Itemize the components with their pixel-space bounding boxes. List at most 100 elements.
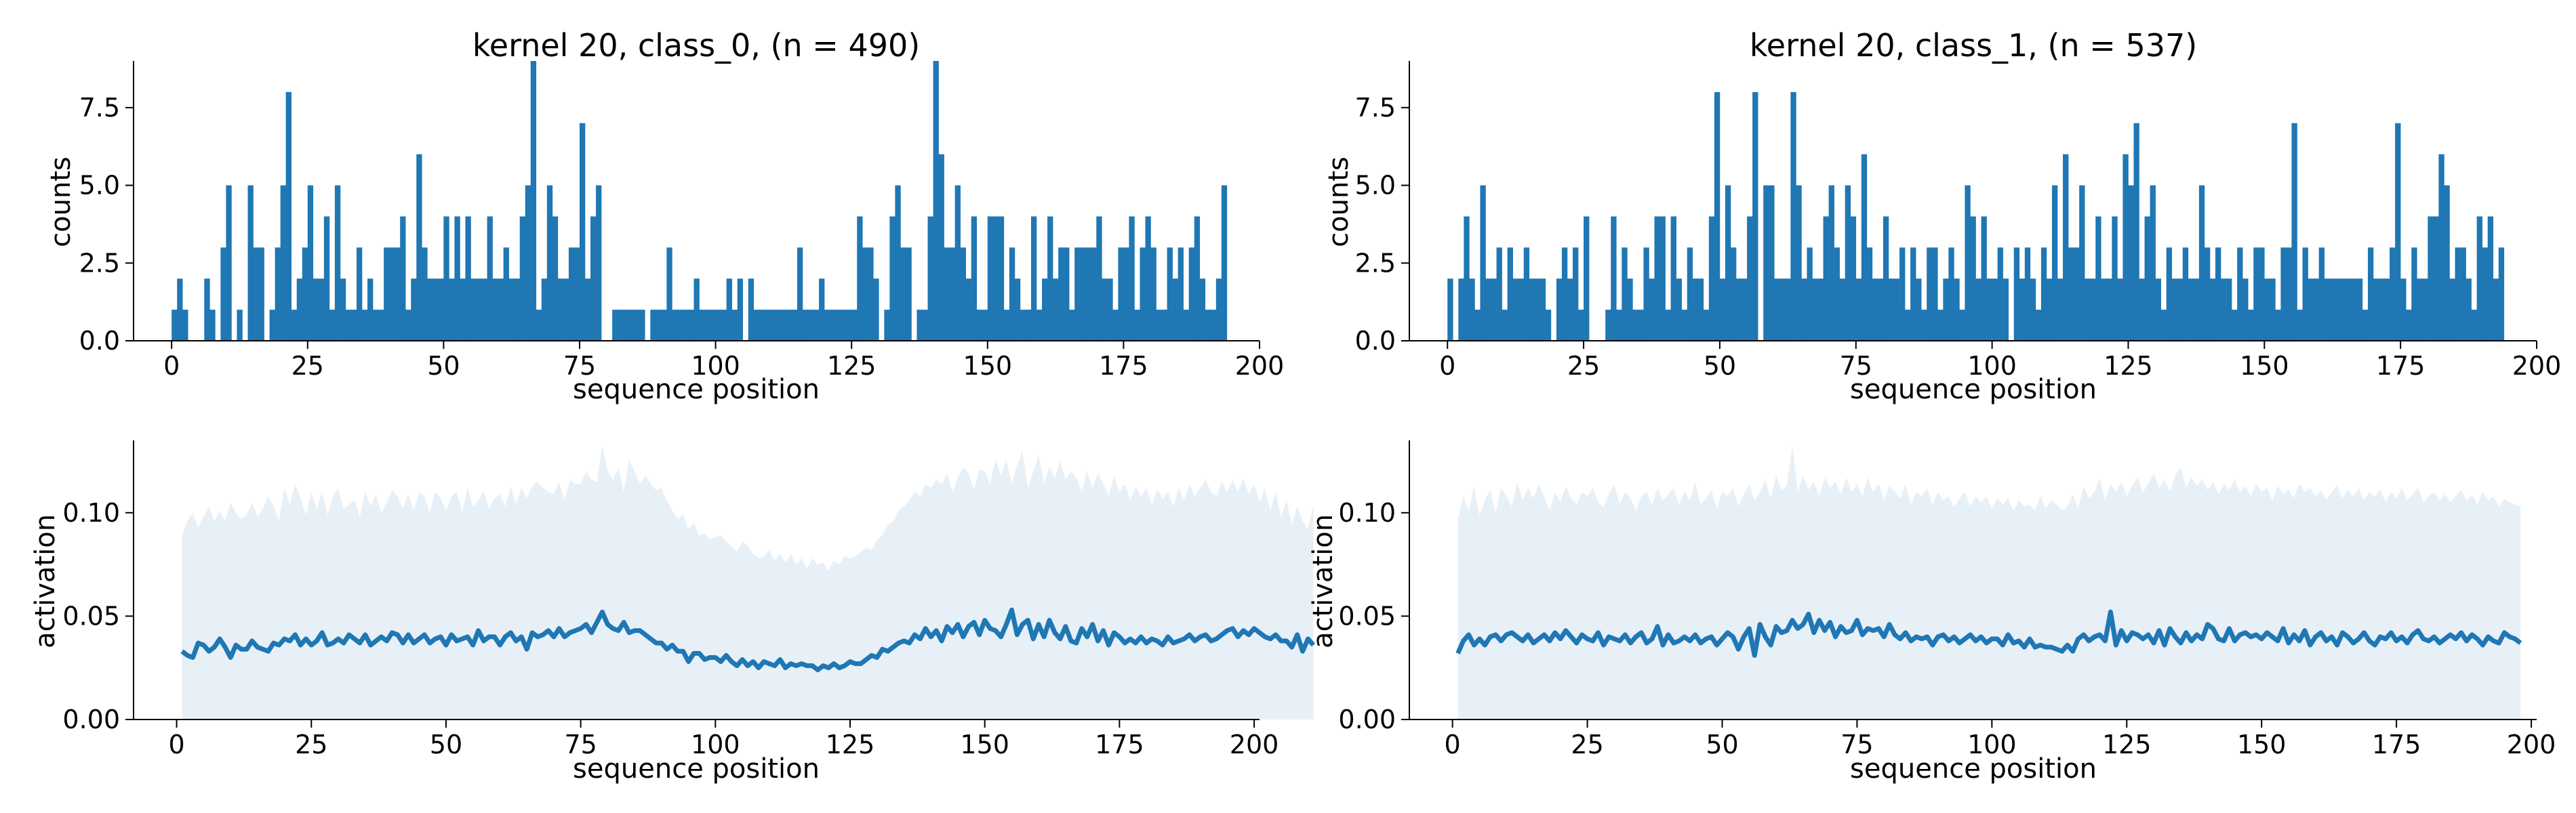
bar [1573, 247, 1579, 341]
bar [2324, 278, 2331, 341]
bar [802, 310, 809, 341]
bar [1496, 247, 1502, 341]
bar [1199, 278, 1206, 341]
bar [1485, 278, 1491, 341]
bar [1622, 247, 1628, 341]
bar [1855, 278, 1862, 341]
bar [753, 310, 760, 341]
x-tick-label: 100 [1967, 730, 2017, 759]
bar [960, 247, 966, 341]
bar [2460, 247, 2466, 341]
bar [693, 278, 700, 341]
bar [530, 61, 537, 341]
bar [1752, 91, 1758, 341]
panel-class0-counts: kernel 20, class_0, (n = 490) 0 25 50 75 100… [45, 27, 1284, 405]
x-tick-label: 25 [291, 351, 324, 381]
bar [721, 310, 727, 341]
bar [536, 310, 542, 341]
bar [280, 185, 286, 341]
bar [2302, 247, 2308, 341]
bar [775, 310, 782, 341]
bar [976, 310, 983, 341]
y-tick-label: 7.5 [79, 93, 120, 123]
bar [1779, 278, 1786, 341]
bar [2160, 310, 2167, 341]
bar [2139, 278, 2145, 341]
bar [623, 310, 629, 341]
x-tick-label: 75 [564, 730, 597, 759]
bar [688, 310, 694, 341]
bar [2308, 278, 2314, 341]
x-tick-label: 100 [691, 730, 740, 759]
bar [1507, 247, 1513, 341]
y-tick-label: 0.00 [1338, 705, 1396, 734]
bar [1954, 278, 1960, 341]
panel-class0-activation: 0 25 50 75 100 125 150 175 200 0.00 0.05 0.10 seque… [30, 440, 1316, 785]
bar [2122, 154, 2129, 341]
y-tick-label: 0.05 [62, 601, 120, 631]
bar [1578, 310, 1584, 341]
bar [938, 154, 944, 341]
bar [1812, 278, 1818, 341]
bar [1474, 310, 1481, 341]
line-marks [180, 444, 1316, 720]
bar [1150, 247, 1156, 341]
y-tick-label: 5.0 [79, 171, 120, 201]
bar [2422, 278, 2428, 341]
bar [1129, 216, 1135, 341]
x-tick-label: 75 [1840, 351, 1872, 381]
bar [2242, 278, 2249, 341]
bar [2079, 185, 2085, 341]
bar [1992, 278, 1998, 341]
bar [2270, 278, 2276, 341]
bar [1215, 278, 1222, 341]
x-tick-label: 50 [430, 730, 462, 759]
bar [1850, 216, 1857, 341]
bar [1058, 247, 1064, 341]
bar [2406, 310, 2412, 341]
bar [2428, 216, 2434, 341]
bar [1605, 310, 1611, 341]
bar [846, 310, 852, 341]
y-axis-label: activation [30, 514, 61, 648]
x-axis-label: sequence position [1850, 374, 2097, 405]
y-tick-label: 0.10 [1338, 498, 1396, 528]
bar [525, 185, 531, 341]
bar [1725, 185, 1731, 341]
bar [1687, 247, 1693, 341]
bar [922, 310, 928, 341]
bar [1834, 247, 1840, 341]
bar [204, 278, 210, 341]
bar [2237, 247, 2243, 341]
x-tick-label: 0 [168, 730, 184, 759]
x-tick-label: 200 [2507, 730, 2556, 759]
bar [258, 247, 264, 341]
bar [1861, 154, 1868, 341]
activation-band [1457, 444, 2521, 720]
bar [1975, 278, 1981, 341]
bar [1910, 247, 1916, 341]
bar [568, 247, 575, 341]
bar [2444, 185, 2450, 341]
bar [2411, 247, 2417, 341]
bar [2193, 278, 2200, 341]
mean-activation-line [1455, 609, 2522, 658]
bar [2232, 310, 2238, 341]
panel-class1-counts: kernel 20, class_1, (n = 537) 0 25 50 75 100… [1323, 27, 2561, 405]
bar [2090, 278, 2096, 341]
bar [465, 216, 471, 341]
bar [318, 278, 325, 341]
x-tick-label: 0 [1439, 351, 1455, 381]
bar [1638, 310, 1644, 341]
bar [2362, 310, 2369, 341]
bar [2182, 247, 2189, 341]
bar [422, 247, 428, 341]
bar [1064, 247, 1070, 341]
x-tick-label: 50 [427, 351, 460, 381]
bar [998, 216, 1005, 341]
bar-marks [1447, 91, 2505, 341]
bar [389, 247, 395, 341]
bar [247, 185, 254, 341]
bar [628, 310, 635, 341]
bar [373, 310, 379, 341]
